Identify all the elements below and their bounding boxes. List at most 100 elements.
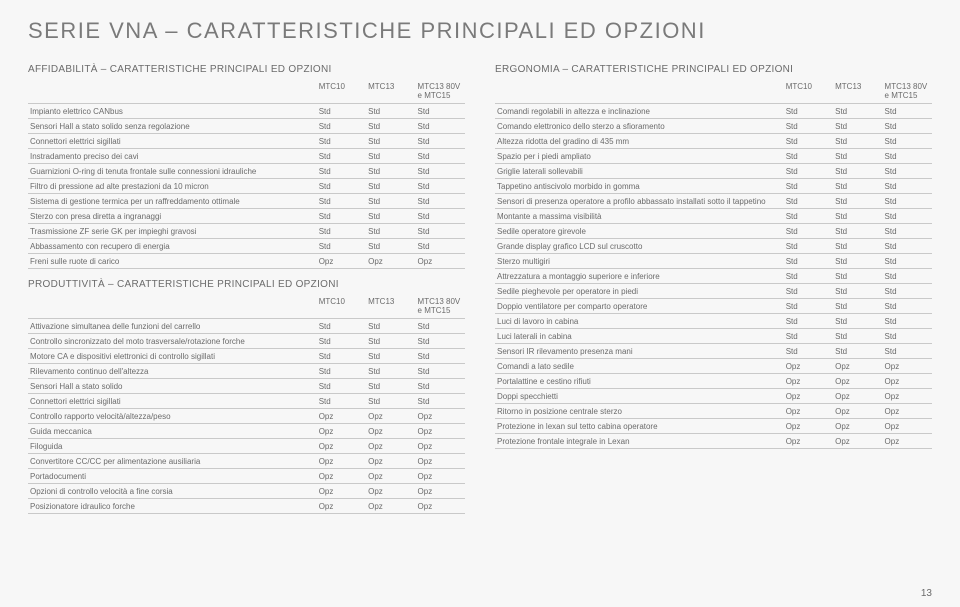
table-row: Attivazione simultanea delle funzioni de… — [28, 319, 465, 334]
cell: Std — [883, 284, 932, 299]
cell: Std — [317, 119, 366, 134]
cell: Instradamento preciso dei cavi — [28, 149, 317, 164]
cell: Std — [784, 179, 833, 194]
col-h1: MTC10 — [317, 294, 366, 319]
cell: Std — [366, 194, 415, 209]
cell: Std — [883, 179, 932, 194]
cell: Std — [366, 379, 415, 394]
table-row: Luci di lavoro in cabinaStdStdStd — [495, 314, 932, 329]
cell: Luci laterali in cabina — [495, 329, 784, 344]
table-row: Grande display grafico LCD sul cruscotto… — [495, 239, 932, 254]
cell: Opz — [317, 424, 366, 439]
tbody-2: Comandi regolabili in altezza e inclinaz… — [495, 104, 932, 449]
table-row: Guida meccanicaOpzOpzOpz — [28, 424, 465, 439]
cell: Std — [416, 319, 465, 334]
table-row: Posizionatore idraulico forcheOpzOpzOpz — [28, 499, 465, 514]
cell: Sedile operatore girevole — [495, 224, 784, 239]
cell: Protezione in lexan sul tetto cabina ope… — [495, 419, 784, 434]
table-row: Rilevamento continuo dell'altezzaStdStdS… — [28, 364, 465, 379]
table-row: Attrezzatura a montaggio superiore e inf… — [495, 269, 932, 284]
cell: Portalattine e cestino rifiuti — [495, 374, 784, 389]
cell: Sensori Hall a stato solido — [28, 379, 317, 394]
cell: Controllo sincronizzato del moto trasver… — [28, 334, 317, 349]
cell: Motore CA e dispositivi elettronici di c… — [28, 349, 317, 364]
page-title: SERIE VNA – CARATTERISTICHE PRINCIPALI E… — [28, 18, 932, 44]
cell: Std — [317, 394, 366, 409]
cell: Opz — [416, 439, 465, 454]
cell: Std — [784, 164, 833, 179]
table-row: FiloguidaOpzOpzOpz — [28, 439, 465, 454]
cell: Std — [784, 269, 833, 284]
cell: Std — [366, 319, 415, 334]
cell: Std — [883, 104, 932, 119]
col-h2: MTC13 — [366, 294, 415, 319]
cell: Doppi specchietti — [495, 389, 784, 404]
table-row: Abbassamento con recupero di energiaStdS… — [28, 239, 465, 254]
cell: Std — [833, 224, 882, 239]
cell: Montante a massima visibilità — [495, 209, 784, 224]
cell: Portadocumenti — [28, 469, 317, 484]
cell: Connettori elettrici sigillati — [28, 394, 317, 409]
table-row: Protezione in lexan sul tetto cabina ope… — [495, 419, 932, 434]
cell: Std — [366, 349, 415, 364]
cell: Std — [784, 209, 833, 224]
cell: Std — [317, 239, 366, 254]
cell: Tappetino antiscivolo morbido in gomma — [495, 179, 784, 194]
cell: Std — [833, 194, 882, 209]
table-1: MTC10 MTC13 MTC13 80V e MTC15 Attivazion… — [28, 294, 465, 514]
cell: Std — [833, 284, 882, 299]
cell: Opz — [416, 254, 465, 269]
cell: Std — [883, 194, 932, 209]
table-row: Sterzo con presa diretta a ingranaggiStd… — [28, 209, 465, 224]
cell: Std — [416, 104, 465, 119]
cell: Std — [416, 239, 465, 254]
cell: Comando elettronico dello sterzo a sfior… — [495, 119, 784, 134]
cell: Std — [416, 134, 465, 149]
table-2: MTC10 MTC13 MTC13 80V e MTC15 Comandi re… — [495, 79, 932, 449]
cell: Convertitore CC/CC per alimentazione aus… — [28, 454, 317, 469]
cell: Trasmissione ZF serie GK per impieghi gr… — [28, 224, 317, 239]
cell: Std — [366, 209, 415, 224]
cell: Opz — [883, 389, 932, 404]
cell: Std — [784, 119, 833, 134]
columns: AFFIDABILITÀ – CARATTERISTICHE PRINCIPAL… — [28, 64, 932, 514]
cell: Opz — [416, 454, 465, 469]
cell: Std — [416, 349, 465, 364]
cell: Comandi regolabili in altezza e inclinaz… — [495, 104, 784, 119]
cell: Impianto elettrico CANbus — [28, 104, 317, 119]
cell: Posizionatore idraulico forche — [28, 499, 317, 514]
cell: Opz — [317, 409, 366, 424]
cell: Sensori di presenza operatore a profilo … — [495, 194, 784, 209]
cell: Filtro di pressione ad alte prestazioni … — [28, 179, 317, 194]
cell: Opz — [366, 424, 415, 439]
cell: Sensori IR rilevamento presenza mani — [495, 344, 784, 359]
cell: Std — [833, 344, 882, 359]
cell: Std — [784, 239, 833, 254]
cell: Std — [366, 239, 415, 254]
cell: Freni sulle ruote di carico — [28, 254, 317, 269]
section-title-1: PRODUTTIVITÀ – CARATTERISTICHE PRINCIPAL… — [28, 279, 465, 290]
cell: Std — [833, 269, 882, 284]
cell: Opz — [833, 359, 882, 374]
cell: Std — [833, 134, 882, 149]
cell: Std — [317, 349, 366, 364]
cell: Opz — [416, 424, 465, 439]
cell: Std — [883, 269, 932, 284]
cell: Std — [883, 239, 932, 254]
cell: Opz — [883, 374, 932, 389]
table-row: Sensori Hall a stato solidoStdStdStd — [28, 379, 465, 394]
table-row: Convertitore CC/CC per alimentazione aus… — [28, 454, 465, 469]
cell: Std — [317, 149, 366, 164]
table-row: Freni sulle ruote di caricoOpzOpzOpz — [28, 254, 465, 269]
cell: Std — [317, 164, 366, 179]
col-h2: MTC13 — [366, 79, 415, 104]
right-column: ERGONOMIA – CARATTERISTICHE PRINCIPALI E… — [495, 64, 932, 514]
cell: Std — [833, 314, 882, 329]
cell: Std — [784, 134, 833, 149]
table-row: Controllo rapporto velocità/altezza/peso… — [28, 409, 465, 424]
cell: Opz — [317, 469, 366, 484]
cell: Opz — [366, 469, 415, 484]
cell: Std — [366, 149, 415, 164]
cell: Opz — [784, 404, 833, 419]
table-row: Doppi specchiettiOpzOpzOpz — [495, 389, 932, 404]
